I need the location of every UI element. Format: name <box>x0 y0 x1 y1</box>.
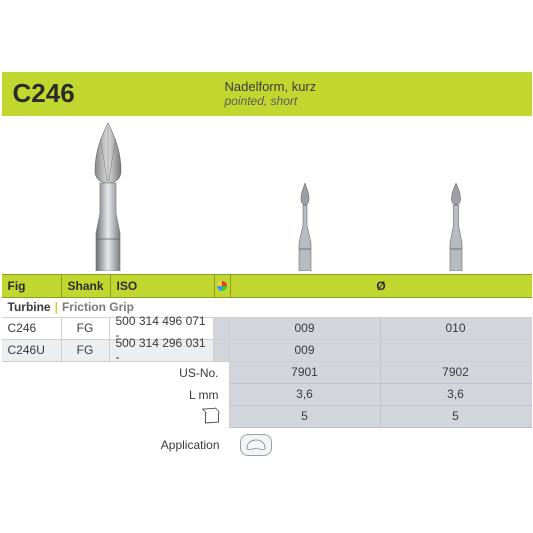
cell-color <box>214 318 230 340</box>
group-subhead: Turbine | Friction Grip <box>2 298 532 318</box>
usno-row: US-No. 7901 7902 <box>2 362 532 384</box>
pack-val: 5 <box>230 406 381 428</box>
cell-val: 009 <box>230 340 381 362</box>
cell-iso: 500 314 296 031 - <box>110 340 214 362</box>
cell-fig: C246U <box>2 340 62 362</box>
extra-rows: US-No. 7901 7902 L mm 3,6 3,6 5 5 <box>2 362 532 428</box>
size-illustration-1 <box>230 116 381 274</box>
cell-color <box>214 340 230 362</box>
header-right: Nadelform, kurz pointed, short <box>215 73 531 115</box>
column-header-row: Fig Shank ISO Ø <box>2 274 532 298</box>
col-shank: Shank <box>62 275 111 297</box>
color-ball-icon <box>217 281 227 291</box>
tooth-outline-icon <box>244 438 268 452</box>
cell-val: 009 <box>230 318 381 340</box>
application-label: Application <box>2 438 230 452</box>
cell-val: 010 <box>381 318 532 340</box>
cell-fig: C246 <box>2 318 62 340</box>
header-band: C246 Nadelform, kurz pointed, short <box>2 72 532 116</box>
col-diameter: Ø <box>231 275 532 297</box>
application-icon <box>240 434 272 456</box>
usno-val: 7901 <box>230 362 381 384</box>
header-left: C246 <box>3 73 215 115</box>
desc-de: Nadelform, kurz <box>225 79 531 94</box>
pack-label <box>2 406 230 428</box>
lmm-val: 3,6 <box>230 384 381 406</box>
cell-val-empty <box>381 340 532 362</box>
usno-label: US-No. <box>2 362 230 384</box>
col-iso: ISO <box>111 275 215 297</box>
col-color <box>215 275 231 297</box>
bur-small-2-icon <box>442 181 470 271</box>
cell-shank: FG <box>62 318 110 340</box>
datasheet: C246 Nadelform, kurz pointed, short <box>2 72 532 462</box>
size-illustration-2 <box>381 116 532 274</box>
desc-en: pointed, short <box>225 94 531 108</box>
table-row: C246 FG 500 314 496 071 - 009 010 <box>2 318 532 340</box>
usno-val: 7902 <box>381 362 532 384</box>
table-row: C246U FG 500 314 296 031 - 009 <box>2 340 532 362</box>
illustration-row <box>2 116 532 274</box>
group-name: Turbine <box>8 300 51 314</box>
pack-row: 5 5 <box>2 406 532 428</box>
bur-large-icon <box>73 121 143 271</box>
main-illustration <box>2 116 214 274</box>
product-code: C246 <box>13 78 75 109</box>
group-sep: | <box>51 300 62 314</box>
package-icon <box>205 410 219 423</box>
lmm-row: L mm 3,6 3,6 <box>2 384 532 406</box>
pack-val: 5 <box>381 406 532 428</box>
group-sub: Friction Grip <box>62 300 134 314</box>
bur-small-1-icon <box>291 181 319 271</box>
lmm-label: L mm <box>2 384 230 406</box>
lmm-val: 3,6 <box>381 384 532 406</box>
col-fig: Fig <box>2 275 62 297</box>
application-row: Application <box>2 428 532 462</box>
cell-shank: FG <box>62 340 110 362</box>
illus-gap <box>214 116 230 274</box>
